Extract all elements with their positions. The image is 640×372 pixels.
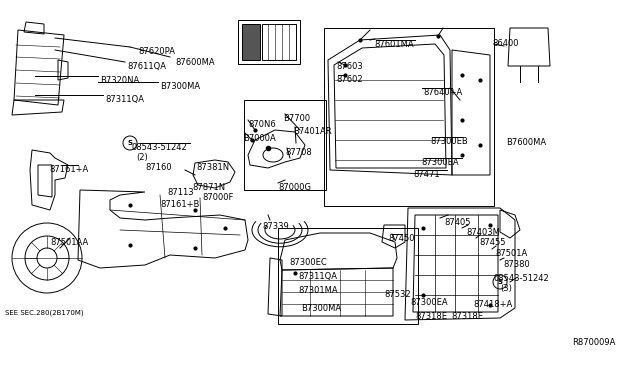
Text: 87160: 87160 <box>145 163 172 172</box>
Text: 87611QA: 87611QA <box>127 62 166 71</box>
Text: B7600MA: B7600MA <box>506 138 546 147</box>
Text: 08543-51242: 08543-51242 <box>494 274 550 283</box>
Bar <box>278 228 418 324</box>
Text: 08543-51242: 08543-51242 <box>131 143 187 152</box>
Text: 87455: 87455 <box>479 238 506 247</box>
Text: 87311QA: 87311QA <box>105 95 144 104</box>
Text: 87501A: 87501A <box>495 249 527 258</box>
Bar <box>242 24 260 60</box>
Text: 86400: 86400 <box>492 39 518 48</box>
Text: B7300MA: B7300MA <box>160 82 200 91</box>
Text: 87318E: 87318E <box>415 312 447 321</box>
Text: 87339: 87339 <box>262 222 289 231</box>
Text: B7401AR: B7401AR <box>293 127 332 136</box>
Text: 87161+A: 87161+A <box>49 165 88 174</box>
Text: 87300EA: 87300EA <box>410 298 447 307</box>
Text: 87300EB: 87300EB <box>430 137 468 146</box>
Text: 87708: 87708 <box>285 148 312 157</box>
Text: S: S <box>127 140 132 146</box>
Text: 87871N: 87871N <box>192 183 225 192</box>
Text: 87603: 87603 <box>336 62 363 71</box>
Text: B7300MA: B7300MA <box>301 304 341 313</box>
Bar <box>324 28 494 206</box>
Text: 87602: 87602 <box>336 75 363 84</box>
Text: 87620PA: 87620PA <box>138 47 175 56</box>
Text: 87640+A: 87640+A <box>423 88 462 97</box>
Text: 87450: 87450 <box>388 234 415 243</box>
Text: 87300EA: 87300EA <box>421 158 459 167</box>
Text: 87000G: 87000G <box>278 183 311 192</box>
Text: 87381N: 87381N <box>196 163 229 172</box>
Text: B7320NA: B7320NA <box>100 76 140 85</box>
Text: R870009A: R870009A <box>572 338 616 347</box>
Text: 87380: 87380 <box>503 260 530 269</box>
Text: 87600MA: 87600MA <box>175 58 214 67</box>
Text: 87300EC: 87300EC <box>289 258 327 267</box>
Text: 87501AA: 87501AA <box>50 238 88 247</box>
Text: 870N6: 870N6 <box>248 120 276 129</box>
Text: 87301MA: 87301MA <box>298 286 338 295</box>
Text: 87311QA: 87311QA <box>298 272 337 281</box>
Text: B7700: B7700 <box>283 114 310 123</box>
Text: B7000A: B7000A <box>243 134 276 143</box>
Bar <box>262 24 296 60</box>
Text: 87161+B: 87161+B <box>160 200 200 209</box>
Text: 87418+A: 87418+A <box>473 300 512 309</box>
Text: (2): (2) <box>136 153 148 162</box>
Bar <box>238 20 300 64</box>
Text: 87471: 87471 <box>413 170 440 179</box>
Text: 87532: 87532 <box>384 290 411 299</box>
Text: 87113: 87113 <box>167 188 194 197</box>
Text: 87000F: 87000F <box>202 193 234 202</box>
Text: 87318E: 87318E <box>451 312 483 321</box>
Bar <box>244 100 326 190</box>
Text: (3): (3) <box>500 284 512 293</box>
Text: S: S <box>497 279 502 285</box>
Text: 87601MA: 87601MA <box>374 40 413 49</box>
Text: 87405: 87405 <box>444 218 470 227</box>
Text: 87403M: 87403M <box>466 228 500 237</box>
Text: SEE SEC.280(2B170M): SEE SEC.280(2B170M) <box>5 310 84 317</box>
